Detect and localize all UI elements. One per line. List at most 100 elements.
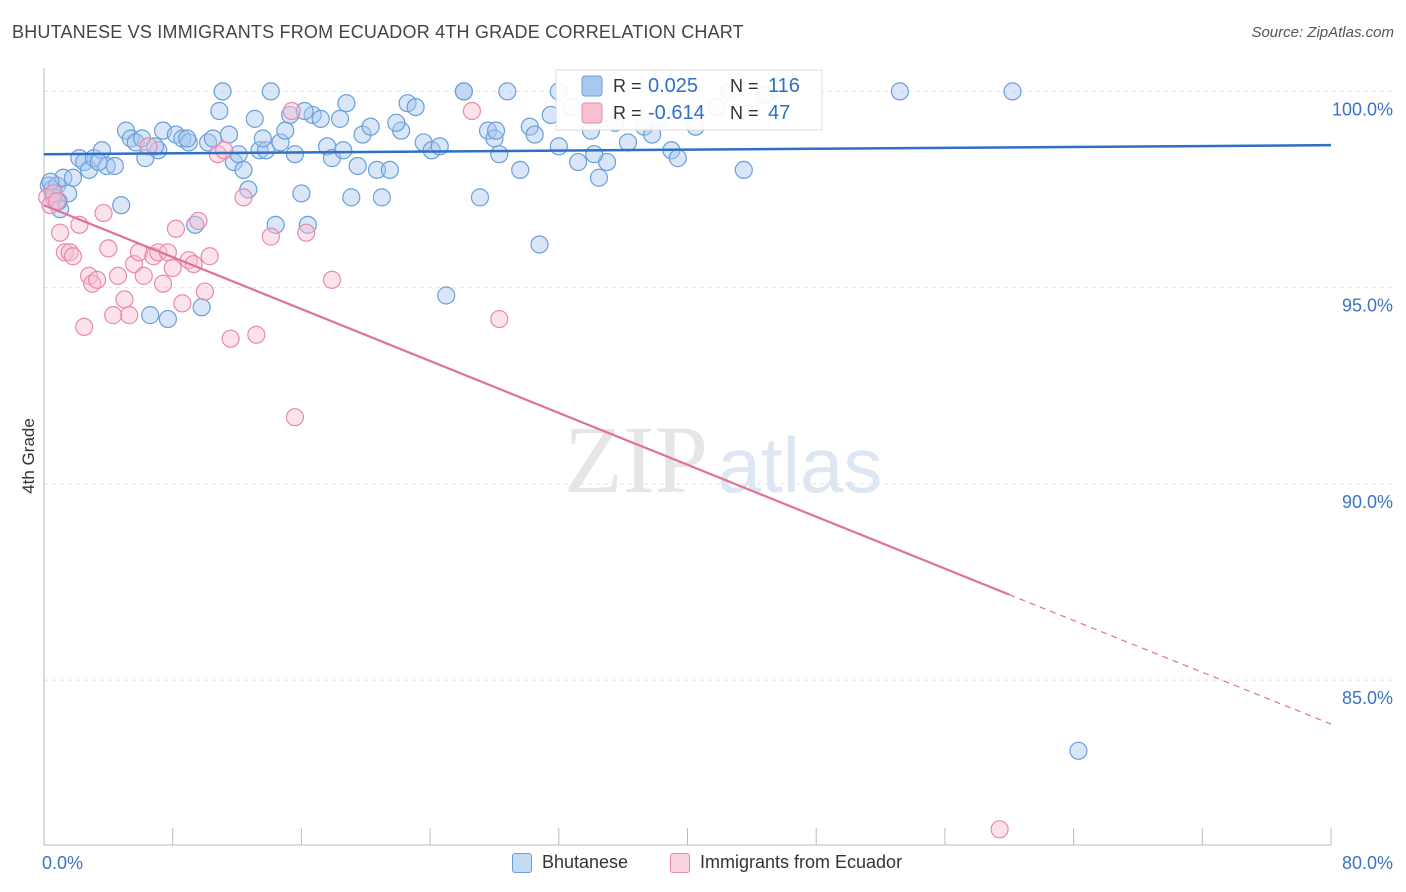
legend-label-ecuador: Immigrants from Ecuador <box>700 852 903 872</box>
point-ecuador <box>50 223 70 242</box>
point-bhutanese <box>245 109 264 128</box>
point-bhutanese <box>250 141 269 160</box>
point-bhutanese <box>490 145 509 164</box>
point-bhutanese <box>589 168 609 187</box>
point-bhutanese <box>470 188 490 207</box>
point-bhutanese <box>337 94 356 113</box>
y-tick-label: 85.0% <box>1342 688 1393 708</box>
watermark: ZIP atlas <box>564 406 882 513</box>
point-bhutanese <box>105 156 124 176</box>
legend-label-bhutanese: Bhutanese <box>542 852 629 872</box>
point-bhutanese <box>549 137 568 156</box>
trend-lines <box>43 143 1332 725</box>
legend-n-label: N = <box>730 103 759 123</box>
point-ecuador <box>120 306 139 325</box>
point-bhutanese <box>367 160 387 179</box>
legend-swatch-ecuador <box>670 852 690 873</box>
point-bhutanese <box>585 145 604 164</box>
point-ecuador <box>94 203 113 223</box>
trend-line-ecuador <box>43 204 1010 596</box>
point-ecuador <box>163 258 182 278</box>
y-axis-label: 4th Grade <box>19 418 38 494</box>
y-tick-label: 90.0% <box>1342 492 1393 512</box>
legend-r-label: R = <box>613 103 642 123</box>
point-ecuador <box>115 290 134 309</box>
point-bhutanese <box>234 160 253 179</box>
x-tick-label-max: 80.0% <box>1342 853 1393 873</box>
source-label: Source: ZipAtlas.com <box>1251 24 1394 41</box>
point-ecuador <box>322 270 342 289</box>
gridlines <box>44 90 1392 681</box>
point-bhutanese <box>348 156 367 176</box>
point-bhutanese <box>256 141 276 160</box>
point-ecuador <box>200 247 219 266</box>
legend-swatch-bhutanese <box>512 852 532 873</box>
point-bhutanese <box>229 145 248 164</box>
point-ecuador <box>195 282 214 301</box>
point-bhutanese <box>141 306 160 325</box>
trend-line-bhutanese <box>43 143 1332 156</box>
point-bhutanese <box>668 149 687 168</box>
point-ecuador <box>124 255 144 274</box>
point-ecuador <box>99 239 118 258</box>
point-bhutanese <box>406 97 425 117</box>
axes: 4th Grade <box>19 68 1332 846</box>
correlation-legend: R = 0.025 N = 116 R = -0.614 N = 47 <box>555 69 823 131</box>
point-ecuador <box>261 227 280 246</box>
legend-box-swatch <box>581 102 603 124</box>
point-bhutanese <box>569 152 588 172</box>
point-bhutanese <box>41 172 60 191</box>
point-ecuador <box>297 223 316 242</box>
point-ecuador <box>87 270 107 289</box>
point-bhutanese <box>158 309 177 329</box>
point-bhutanese <box>511 160 530 179</box>
point-bhutanese <box>380 160 399 179</box>
point-bhutanese <box>266 215 285 234</box>
point-bhutanese <box>437 286 456 305</box>
point-bhutanese <box>361 117 380 136</box>
point-bhutanese <box>63 168 83 187</box>
point-ecuador <box>285 408 305 427</box>
point-bhutanese <box>178 129 197 148</box>
watermark-atlas: atlas <box>718 421 883 509</box>
point-bhutanese <box>271 133 290 152</box>
point-bhutanese <box>387 113 406 132</box>
point-bhutanese <box>342 188 361 207</box>
point-bhutanese <box>89 152 108 172</box>
point-bhutanese <box>1003 82 1022 101</box>
point-bhutanese <box>219 125 239 144</box>
point-bhutanese <box>1069 741 1088 760</box>
point-ecuador <box>247 325 266 344</box>
legend-r-value: -0.614 <box>648 102 705 124</box>
point-ecuador <box>134 266 153 285</box>
legend-r-label: R = <box>613 76 642 96</box>
y-tick-label: 95.0% <box>1342 296 1393 316</box>
point-ecuador <box>139 137 158 156</box>
point-bhutanese <box>276 121 295 140</box>
watermark-zip: ZIP <box>564 406 708 513</box>
trend-line-ecuador-extension <box>1009 594 1332 725</box>
point-ecuador <box>189 211 208 231</box>
point-bhutanese <box>210 101 229 121</box>
point-bhutanese <box>618 133 638 152</box>
point-bhutanese <box>334 141 353 160</box>
point-bhutanese <box>192 298 211 317</box>
legend-n-value: 116 <box>768 75 800 97</box>
legend-n-value: 47 <box>768 102 790 124</box>
x-tick-label-min: 0.0% <box>42 853 83 873</box>
point-ecuador <box>215 141 234 160</box>
point-ecuador <box>173 294 192 313</box>
point-ecuador <box>104 306 123 325</box>
point-bhutanese <box>530 235 549 254</box>
legend-item-ecuador[interactable]: Immigrants from Ecuador <box>670 852 902 873</box>
point-bhutanese <box>295 101 314 121</box>
point-ecuador <box>282 101 301 121</box>
point-ecuador <box>490 309 509 329</box>
legend-item-bhutanese[interactable]: Bhutanese <box>512 852 628 873</box>
point-bhutanese <box>525 125 544 144</box>
point-bhutanese <box>112 196 131 215</box>
point-ecuador <box>166 219 186 238</box>
point-bhutanese <box>372 188 391 207</box>
point-bhutanese <box>145 137 165 156</box>
